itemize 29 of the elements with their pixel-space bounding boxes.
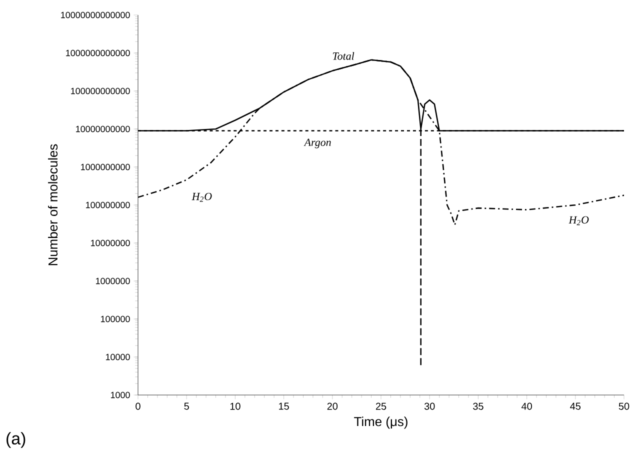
series-label: Argon xyxy=(304,138,331,148)
x-tick-label: 40 xyxy=(521,402,532,410)
series-label: Total xyxy=(332,52,354,60)
x-axis-title: Time (μs) xyxy=(354,416,408,429)
x-tick-label: 35 xyxy=(473,402,484,410)
y-tick-label: 10000000000 xyxy=(76,126,130,132)
y-tick-label: 10000000000000 xyxy=(61,12,130,18)
y-tick-label: 1000000000000 xyxy=(66,50,130,56)
text: H$_{2}$O xyxy=(192,192,212,202)
y-tick-label: 10000 xyxy=(106,354,130,360)
x-tick-label: 45 xyxy=(570,402,581,410)
x-tick-label: 20 xyxy=(327,402,338,410)
y-tick-label: 1000000 xyxy=(96,278,130,284)
y-tick-label: 10000000 xyxy=(91,240,130,246)
y-tick-label: 1000000000 xyxy=(81,164,130,170)
text: (a) xyxy=(6,432,26,448)
x-tick-label: 5 xyxy=(184,402,189,410)
y-axis-title: Number of molecules xyxy=(48,144,58,266)
y-tick-label: 100000000000 xyxy=(71,88,130,94)
series-label: H$_{2}$O xyxy=(568,216,589,226)
x-tick-label: 25 xyxy=(376,402,386,410)
y-tick-label: 100000000 xyxy=(86,202,130,208)
x-tick-label: 15 xyxy=(279,402,289,410)
x-tick-label: 10 xyxy=(230,402,240,410)
x-tick-label: 0 xyxy=(136,402,140,410)
x-tick-label: 30 xyxy=(424,402,435,410)
x-tick-label: 50 xyxy=(618,402,630,410)
y-tick-label: 100000 xyxy=(100,316,130,322)
y-tick-label: 1000 xyxy=(110,392,130,398)
